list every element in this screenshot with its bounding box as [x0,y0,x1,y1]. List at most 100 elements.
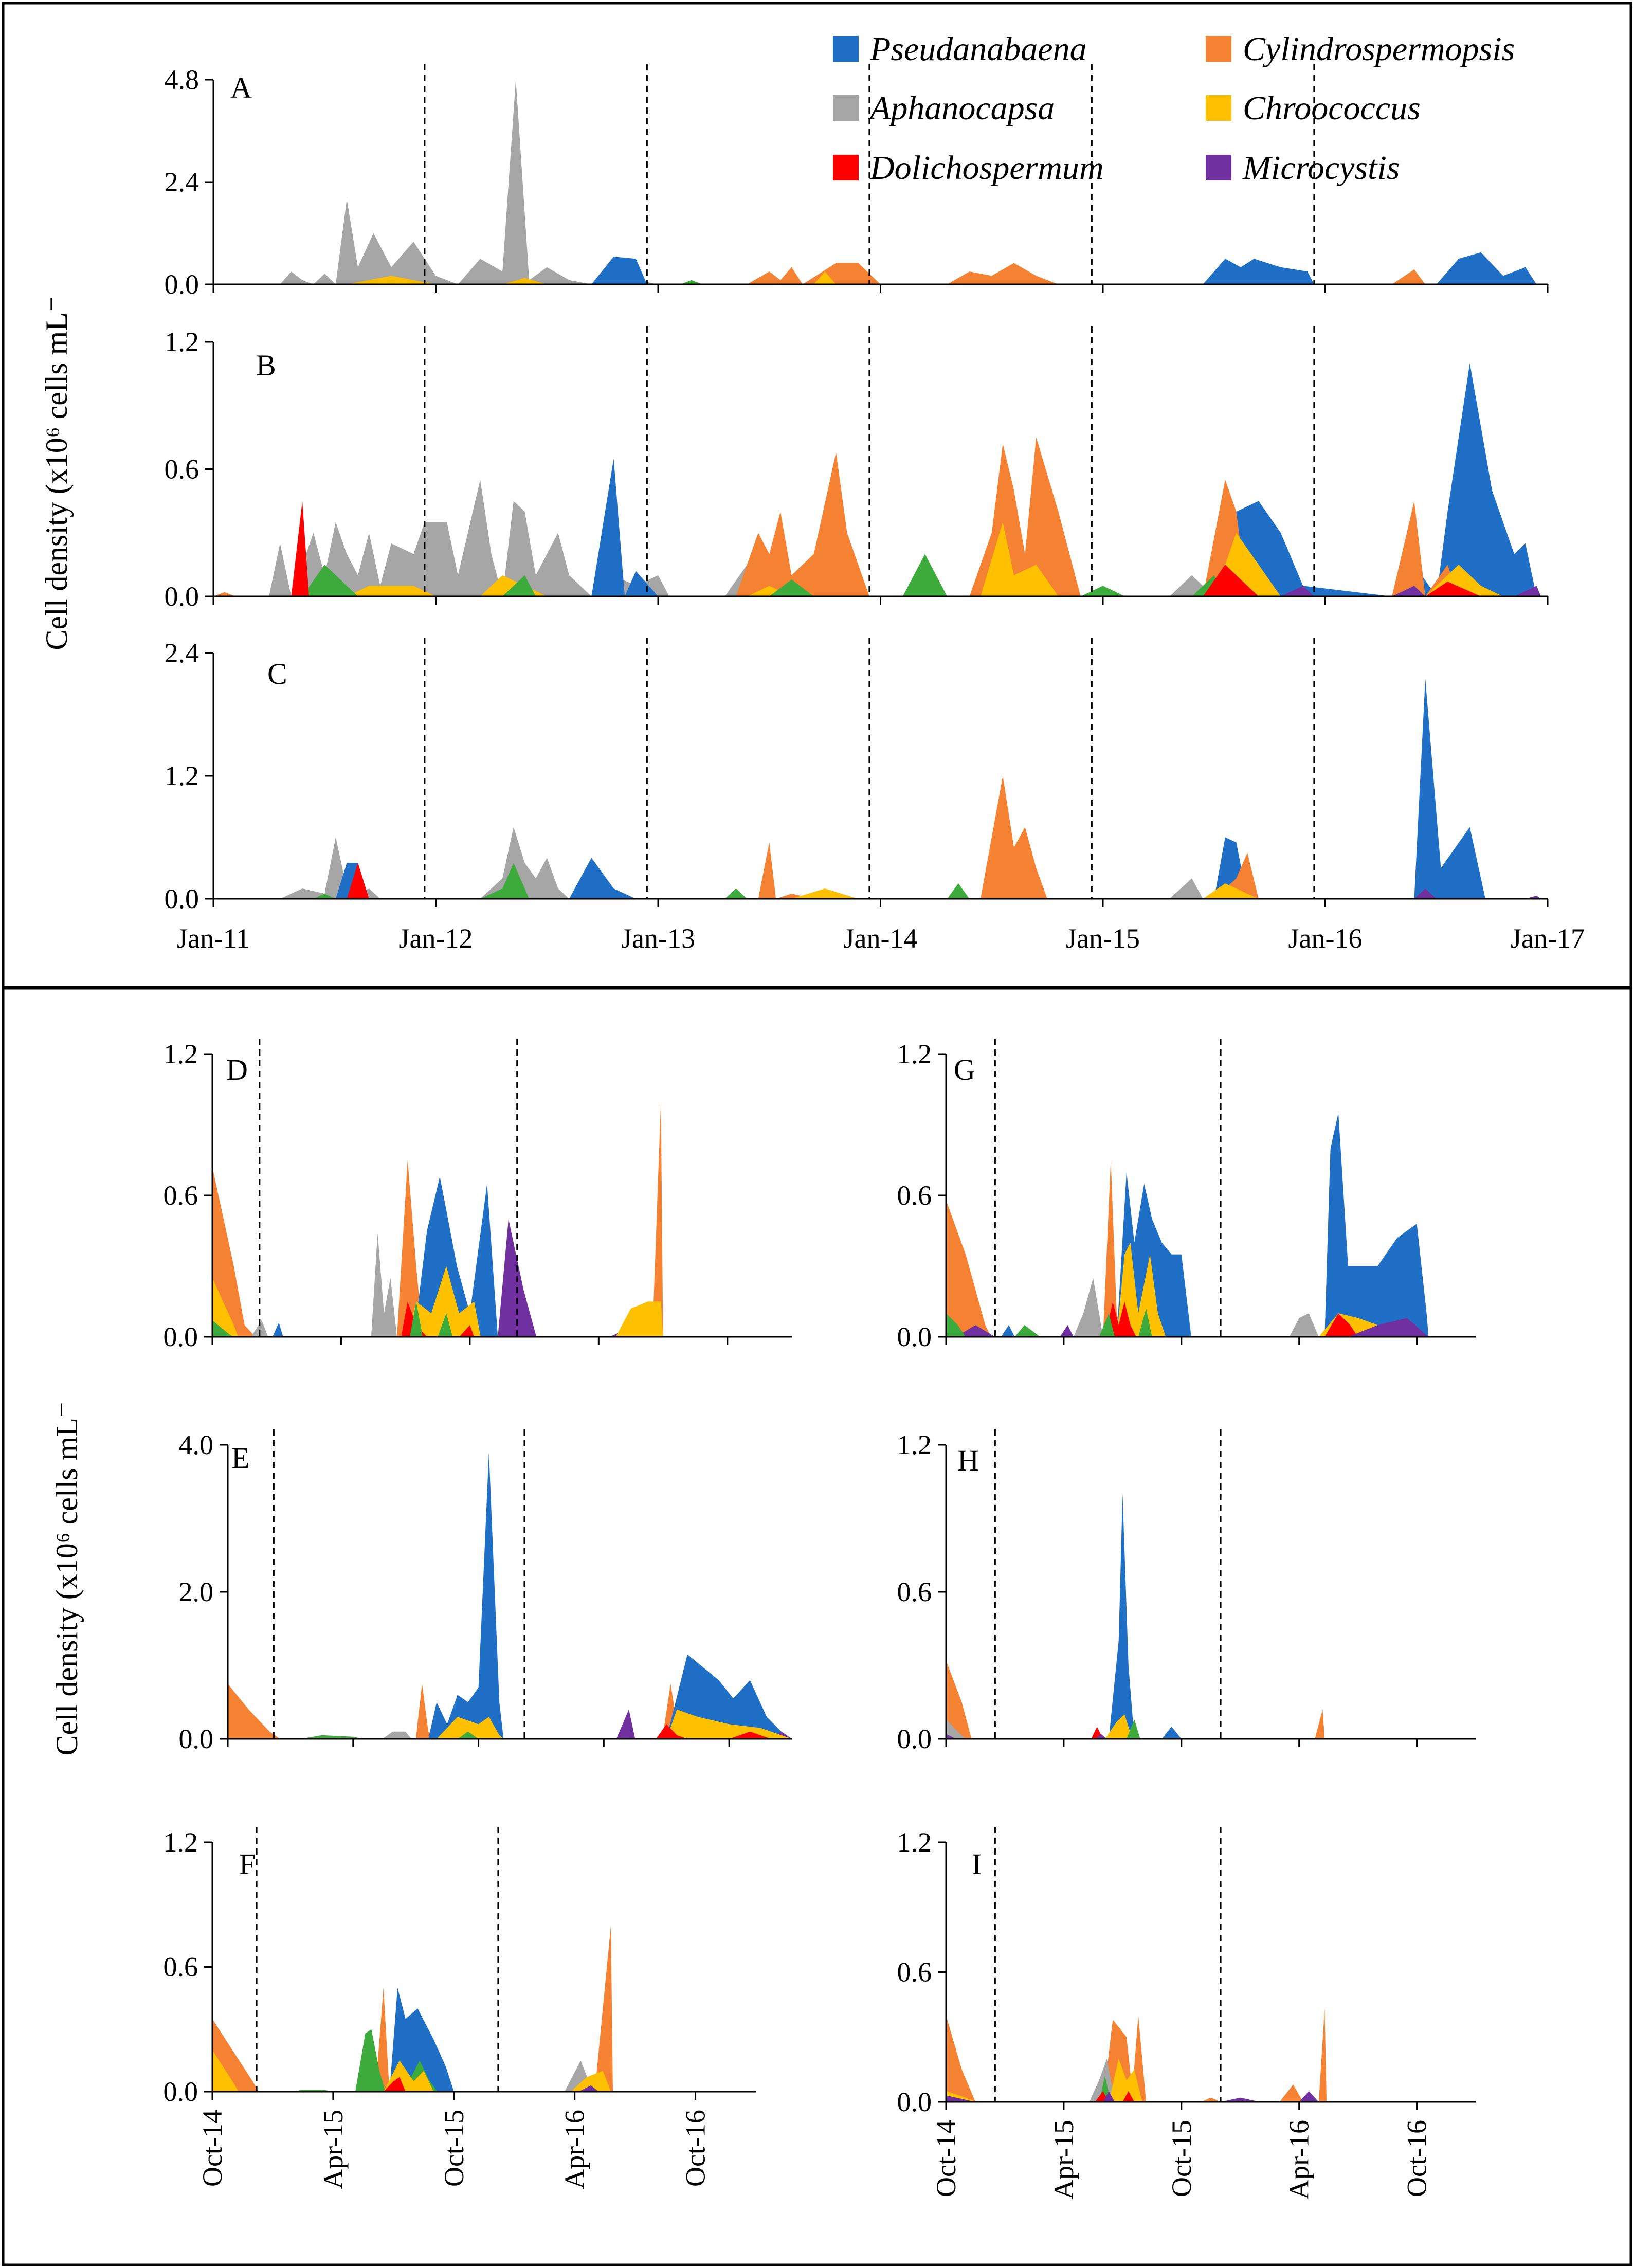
panel-label: G [954,1053,975,1086]
y-tick-label: 0.6 [897,1957,932,1988]
y-tick-label: 1.2 [164,1827,198,1858]
y-tick-label: 1.2 [165,326,199,357]
legend-swatch-cylindrospermopsis [1206,36,1231,62]
area-microcystis-f [578,2085,599,2092]
area-aphanocapsa-i [1089,2058,1115,2102]
x-tick-label: Oct-16 [1402,2120,1432,2197]
area-pseudanabaena-a [1203,252,1537,284]
panel-b: 0.0 0.6 1.2 B [165,326,1549,612]
y-tick-label: 0.0 [164,1321,198,1352]
area-chroococcus-d [212,1266,663,1337]
area-dolichospermum-e [656,1724,771,1739]
area-aphanocapsa-h [946,1719,966,1739]
y-tick-label: 1.2 [165,760,199,791]
legend-label-dolichospermum: Dolichospermum [869,149,1104,187]
area-green-a [680,280,703,284]
panel-c: 0.0 1.2 2.4 Jan-11 Jan-12 Jan-13 Jan-14 Jan-15 J… [165,638,1585,954]
legend: Pseudanabaena Cylindrospermopsis Aphanocap… [833,30,1515,187]
x-tick-label: Oct-14 [197,2110,228,2187]
panel-i: 0.0 0.6 1.2 Oct-14 Apr-15 Oct-15 Apr-16 Oct-16 I [897,1827,1476,2200]
x-tick-label: Jan-13 [621,923,695,954]
bottom-frame [2,987,1632,2266]
area-aphanocapsa-c [280,827,1203,899]
area-aphanocapsa-e [382,1731,412,1739]
x-tick-label: Oct-14 [931,2120,961,2197]
y-tick-label: 0.0 [165,269,199,300]
x-tick-label: Apr-15 [1048,2120,1079,2200]
legend-label-cylindrospermopsis: Cylindrospermopsis [1243,30,1515,68]
panel-label: B [256,349,276,382]
panel-f: 0.0 0.6 1.2 Oct-14 Apr-15 Oct-15 Apr-16 Oct-16 F [164,1827,756,2189]
y-axis-title: Cell density (x10⁶ cells mL⁻ [40,296,74,650]
area-cylindrospermopsis-b [213,437,1459,596]
y-tick-label: 2.0 [179,1576,214,1607]
area-cylindrospermopsis-i [946,2009,1327,2102]
area-green-h [1127,1719,1140,1739]
area-chroococcus-e [437,1709,792,1739]
legend-swatch-dolichospermum [833,155,859,180]
panel-label: A [230,71,252,104]
area-green-c [313,863,970,899]
y-tick-label: 0.6 [164,1952,198,1983]
y-tick-label: 0.6 [165,454,199,485]
area-microcystis-d [498,1219,631,1337]
area-pseudanabaena-f [389,1987,454,2092]
y-tick-label: 1.2 [897,1039,932,1069]
area-microcystis-b [1281,586,1541,596]
y-tick-label: 0.0 [179,1723,214,1754]
y-tick-label: 4.0 [179,1429,214,1460]
y-axis-title: Cell density (x10⁶ cells mL⁻ [50,1401,84,1755]
x-tick-label: Jan-15 [1066,923,1140,954]
legend-swatch-aphanocapsa [833,95,859,121]
x-tick-label: Jan-16 [1288,923,1363,954]
panel-label: C [267,657,287,691]
y-tick-label: 0.6 [164,1180,198,1211]
panel-d: 0.0 0.6 1.2 D [164,1039,792,1352]
area-cylindrospermopsis-a [747,263,1426,284]
legend-label-pseudanabaena: Pseudanabaena [869,30,1087,68]
area-pseudanabaena-e [428,1452,792,1739]
y-tick-label: 2.4 [165,638,199,668]
x-tick-label: Jan-12 [399,923,473,954]
x-tick-label: Jan-14 [844,923,918,954]
legend-swatch-chroococcus [1206,95,1231,121]
y-tick-label: 0.0 [897,1321,932,1352]
area-green-g [946,1309,1152,1337]
panel-g: 0.0 0.6 1.2 G [897,1039,1476,1352]
x-tick-label: Oct-16 [680,2110,711,2187]
y-tick-label: 4.8 [165,64,199,95]
y-tick-label: 2.4 [165,167,199,197]
area-aphanocapsa-d [251,1233,397,1337]
area-pseudanabaena-a [591,257,647,284]
area-chroococcus-h [1105,1714,1133,1739]
area-green-f [293,2029,438,2092]
x-tick-label: Jan-17 [1511,923,1585,954]
x-tick-label: Oct-15 [439,2110,469,2187]
area-dolichospermum-f [383,2077,406,2092]
legend-label-chroococcus: Chroococcus [1243,89,1421,127]
area-dolichospermum-c [347,863,369,899]
area-chroococcus-f [212,2050,611,2092]
x-tick-label: Apr-16 [559,2110,590,2189]
legend-label-aphanocapsa: Aphanocapsa [868,89,1055,127]
area-chroococcus-c [791,883,1259,899]
area-chroococcus-a [347,271,836,284]
y-tick-label: 0.0 [165,581,199,612]
area-pseudanabaena-g [1001,1113,1429,1337]
panel-label: I [972,1847,982,1881]
area-dolichospermum-d [401,1301,475,1337]
panel-label: D [226,1053,248,1086]
panel-e: 0.0 2.0 4.0 E [179,1429,792,1754]
legend-label-microcystis: Microcystis [1242,149,1400,187]
y-tick-label: 0.0 [165,883,199,914]
area-green-e [301,1731,479,1739]
x-tick-label: Oct-15 [1166,2120,1197,2197]
y-tick-label: 0.0 [164,2076,198,2107]
x-tick-label: Apr-15 [318,2110,349,2189]
y-tick-label: 0.0 [897,1723,932,1754]
area-pseudanabaena-h [1109,1494,1182,1739]
area-microcystis-e [616,1709,792,1739]
y-tick-label: 1.2 [897,1827,932,1858]
